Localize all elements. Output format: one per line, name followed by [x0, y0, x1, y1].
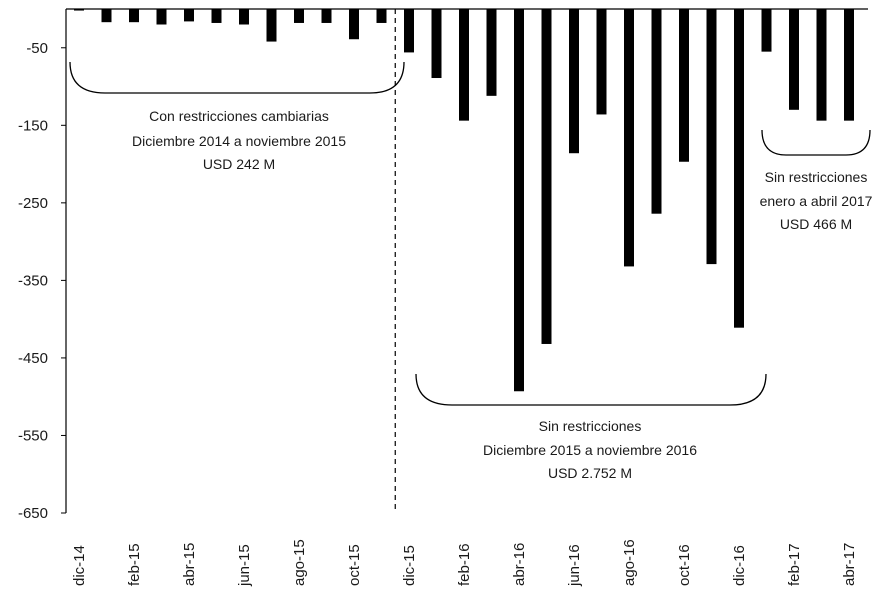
x-tick-label-ago-15: ago-15: [291, 539, 308, 586]
annotation-unrestricted-2016-brace: [415, 373, 767, 406]
annotation-restricted: Con restricciones cambiarias Diciembre 2…: [69, 61, 405, 172]
annotation-unrestricted-2017-line1: Sin restricciones: [765, 169, 868, 185]
bar-ago-15: [294, 9, 304, 23]
bar-ene-15: [101, 9, 112, 23]
annotation-restricted-line1: Con restricciones cambiarias: [149, 108, 329, 124]
x-tick-label-abr-16: abr-16: [511, 543, 528, 586]
bar-jul-15: [266, 9, 277, 42]
bar-dic-16: [734, 9, 744, 328]
bar-may-15: [211, 9, 222, 23]
annotation-unrestricted-2017-line3: USD 466 M: [780, 216, 852, 232]
x-axis: dic-14 feb-15 abr-15 jun-15 ago-15 oct-15 dic-…: [71, 539, 858, 587]
annotation-restricted-brace: [69, 61, 405, 94]
y-tick-label: -50: [26, 40, 48, 57]
bar-abr-15: [184, 9, 194, 22]
annotation-unrestricted-2016-line1: Sin restricciones: [539, 418, 642, 434]
annotation-unrestricted-2017: Sin restricciones enero a abril 2017 USD…: [760, 129, 873, 232]
bar-feb-15: [129, 9, 139, 23]
bar-feb-17: [789, 9, 799, 110]
y-tick-label: -550: [18, 427, 48, 444]
annotation-unrestricted-2016-line3: USD 2.752 M: [548, 465, 632, 481]
x-tick-label-jun-16: jun-16: [566, 544, 583, 587]
x-tick-label-abr-15: abr-15: [181, 543, 198, 586]
annotation-unrestricted-2017-brace: [761, 129, 871, 156]
annotation-unrestricted-2016: Sin restricciones Diciembre 2015 a novie…: [415, 373, 767, 481]
bar-ago-16: [624, 9, 634, 267]
annotation-restricted-line3: USD 242 M: [203, 156, 275, 172]
bar-jun-16: [569, 9, 579, 154]
x-tick-label-feb-15: feb-15: [126, 543, 143, 586]
bar-abr-17: [844, 9, 854, 121]
annotation-unrestricted-2017-line2: enero a abril 2017: [760, 193, 873, 209]
bar-oct-15: [349, 9, 359, 40]
y-tick-label: -450: [18, 350, 48, 367]
y-tick-label: -350: [18, 272, 48, 289]
x-tick-label-dic-16: dic-16: [731, 545, 748, 586]
bar-ene-17: [761, 9, 772, 52]
x-tick-label-ago-16: ago-16: [621, 539, 638, 586]
bar-oct-16: [679, 9, 689, 162]
bar-dic-14: [74, 9, 84, 11]
x-tick-label-oct-16: oct-16: [676, 544, 693, 586]
bar-sep-15: [321, 9, 332, 23]
bar-abr-16: [514, 9, 524, 392]
annotation-restricted-line2: Diciembre 2014 a noviembre 2015: [132, 133, 346, 149]
bar-jun-15: [239, 9, 249, 25]
bar-mar-16: [486, 9, 497, 96]
bar-may-16: [541, 9, 552, 344]
y-tick-label: -150: [18, 117, 48, 134]
bar-jul-16: [596, 9, 607, 115]
x-tick-label-feb-16: feb-16: [456, 543, 473, 586]
bar-sep-16: [651, 9, 662, 214]
bar-feb-16: [459, 9, 469, 121]
x-tick-label-dic-15: dic-15: [401, 545, 418, 586]
bar-dic-15: [404, 9, 414, 53]
bar-nov-15: [376, 9, 387, 23]
bar-nov-16: [706, 9, 717, 265]
annotation-unrestricted-2016-line2: Diciembre 2015 a noviembre 2016: [483, 442, 697, 458]
x-tick-label-dic-14: dic-14: [71, 545, 88, 586]
x-tick-label-feb-17: feb-17: [786, 543, 803, 586]
bar-mar-17: [816, 9, 827, 121]
y-tick-label: -650: [18, 505, 48, 522]
x-tick-label-oct-15: oct-15: [346, 544, 363, 586]
y-tick-label: -250: [18, 195, 48, 212]
bar-mar-15: [156, 9, 167, 25]
x-tick-label-abr-17: abr-17: [841, 543, 858, 586]
bar-ene-16: [431, 9, 442, 79]
x-tick-label-jun-15: jun-15: [236, 544, 253, 587]
bars: [74, 9, 854, 392]
